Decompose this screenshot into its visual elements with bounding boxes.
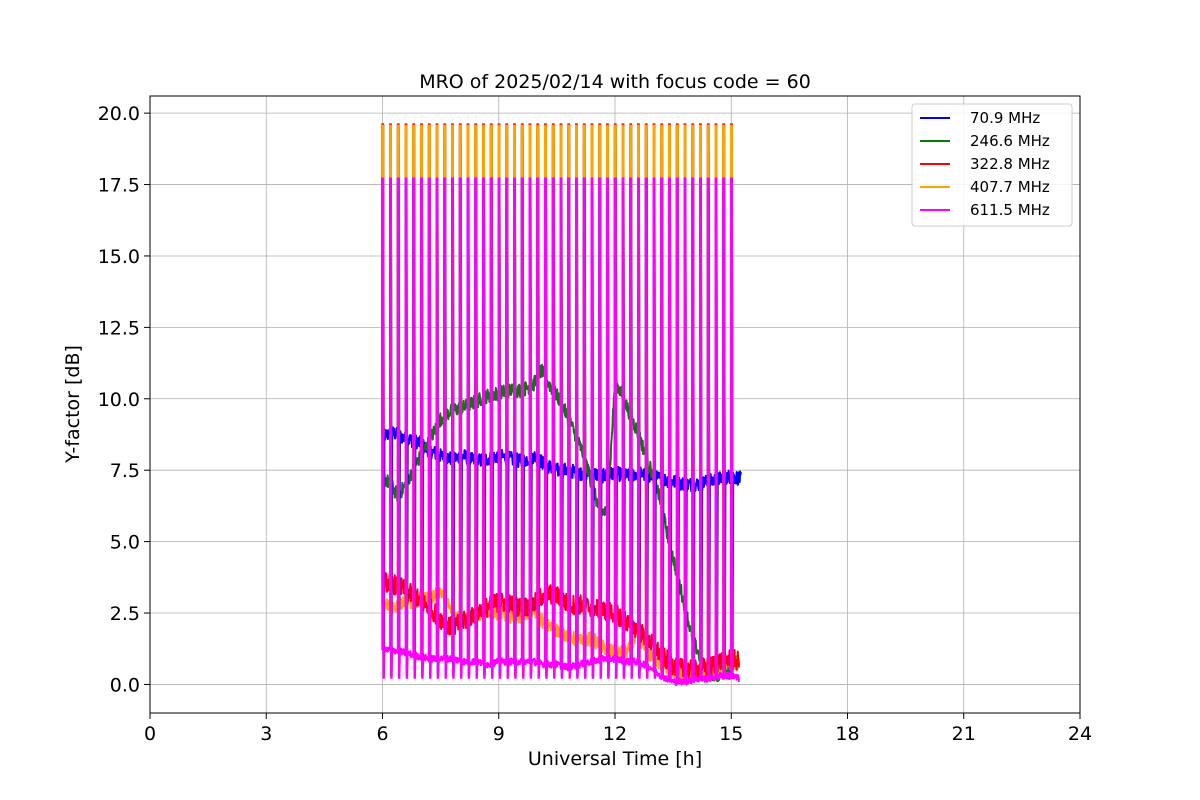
x-tick-label: 15 xyxy=(719,723,743,745)
y-tick-label: 12.5 xyxy=(98,317,140,339)
y-tick-label: 0.0 xyxy=(110,674,140,696)
x-tick-label: 0 xyxy=(144,723,156,745)
x-tick-label: 12 xyxy=(603,723,627,745)
y-tick-label: 20.0 xyxy=(98,103,140,125)
legend-entry: 246.6 MHz xyxy=(970,132,1050,150)
y-axis-label: Y-factor [dB] xyxy=(62,345,84,464)
spike-path-3 xyxy=(381,124,734,678)
y-tick-label: 7.5 xyxy=(110,460,140,482)
x-tick-label: 18 xyxy=(835,723,859,745)
y-tick-label: 17.5 xyxy=(98,175,140,197)
y-tick-label: 15.0 xyxy=(98,246,140,268)
axis-ticks: 0 3 6 9 12 15 18 21 24 0.0 2.5 5.0 7.5 10.0 12.5 15.0 17… xyxy=(98,103,1092,745)
x-tick-label: 6 xyxy=(376,723,388,745)
y-tick-label: 10.0 xyxy=(98,389,140,411)
legend-entry: 70.9 MHz xyxy=(970,109,1040,127)
legend: 70.9 MHz 246.6 MHz 322.8 MHz 407.7 MHz 611.5… xyxy=(911,103,1073,227)
legend-entry: 407.7 MHz xyxy=(970,178,1050,196)
y-tick-label: 2.5 xyxy=(110,603,140,625)
spike-path-2 xyxy=(381,123,734,672)
y-tick-label: 5.0 xyxy=(110,532,140,554)
spike-path-4 xyxy=(381,177,735,682)
x-tick-label: 3 xyxy=(260,723,272,745)
calibration-spikes xyxy=(381,123,735,682)
x-tick-label: 9 xyxy=(493,723,505,745)
legend-entry: 322.8 MHz xyxy=(970,155,1050,173)
x-tick-label: 24 xyxy=(1068,723,1092,745)
legend-entry: 611.5 MHz xyxy=(970,201,1050,219)
chart-title: MRO of 2025/02/14 with focus code = 60 xyxy=(419,71,811,93)
x-tick-label: 21 xyxy=(952,723,976,745)
legend-box xyxy=(911,103,1073,227)
x-axis-label: Universal Time [h] xyxy=(528,748,702,770)
